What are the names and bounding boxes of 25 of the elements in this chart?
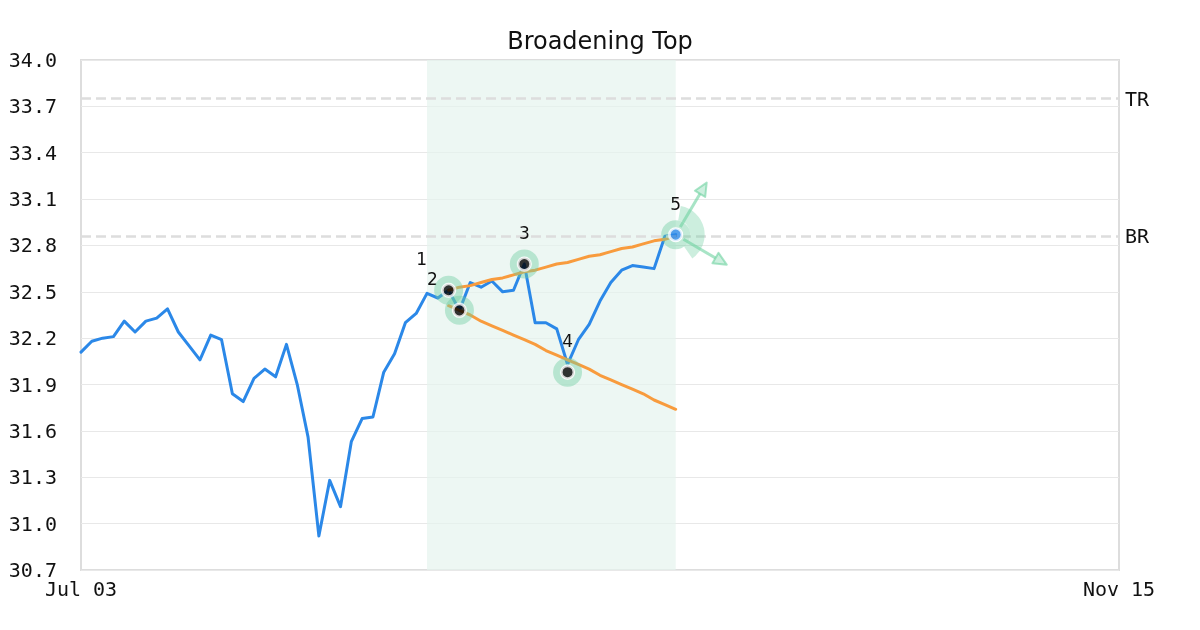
annotation: 5 bbox=[670, 193, 682, 214]
annotation: 1 bbox=[416, 249, 428, 270]
y-tick-label: 33.7 bbox=[8, 94, 57, 119]
y-tick-label: 31.0 bbox=[8, 511, 57, 536]
line-series bbox=[447, 304, 678, 411]
y-tick-label: 31.9 bbox=[8, 372, 57, 397]
point bbox=[440, 282, 457, 299]
chart-title: Broadening Top bbox=[507, 27, 693, 55]
y-tick-label: 33.1 bbox=[8, 187, 57, 212]
x-tick-label: Nov 15 bbox=[1082, 577, 1156, 601]
point bbox=[516, 256, 533, 272]
ref-line-label: TR bbox=[1125, 86, 1151, 111]
y-tick-label: 32.5 bbox=[8, 279, 57, 304]
y-tick-label: 31.6 bbox=[8, 418, 57, 443]
y-tick-label: 32.8 bbox=[8, 233, 57, 258]
annotation: 2 bbox=[427, 269, 438, 290]
point bbox=[667, 226, 684, 243]
ref-line-label: BR bbox=[1125, 224, 1151, 249]
annotation: 4 bbox=[562, 331, 573, 352]
y-tick-label: 31.3 bbox=[8, 465, 57, 490]
point bbox=[451, 302, 468, 319]
annotation: 3 bbox=[518, 223, 530, 243]
y-tick-label: 34.0 bbox=[8, 48, 57, 72]
y-tick-label: 32.2 bbox=[8, 326, 57, 351]
y-tick-label: 33.4 bbox=[8, 140, 57, 165]
